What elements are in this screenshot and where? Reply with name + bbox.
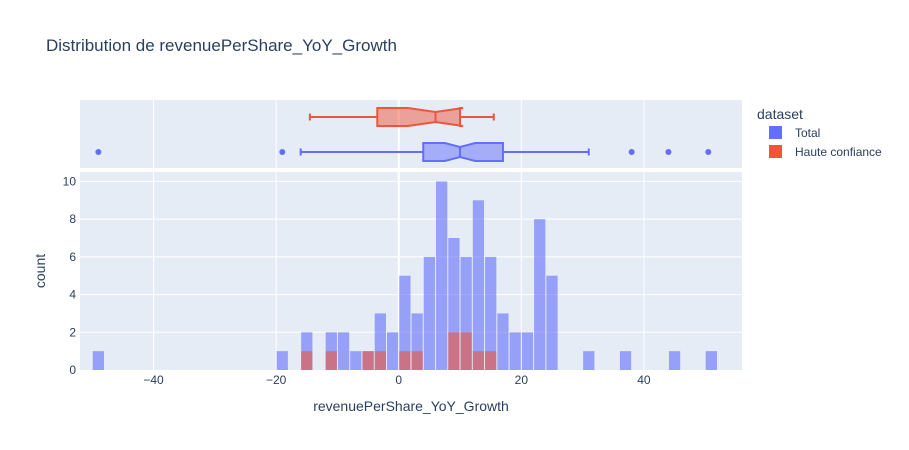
bar-total[interactable] [411,313,423,370]
bar-total[interactable] [386,332,399,370]
bar-total[interactable] [337,332,350,370]
x-tick-label: 0 [395,373,402,387]
histogram-plot-area [80,172,742,370]
bar-haute-confiance[interactable] [472,351,485,370]
bar-total[interactable] [92,351,105,370]
outlier-point-total[interactable] [665,149,672,155]
y-axis-title: count [32,254,48,288]
legend-swatch-total [769,126,782,139]
bar-haute-confiance[interactable] [362,351,374,370]
bar-haute-confiance[interactable] [325,351,337,370]
bar-total[interactable] [460,256,472,370]
bar-haute-confiance[interactable] [448,332,460,370]
legend-swatch-haute-confiance [769,145,782,158]
y-tick-label: 6 [69,250,76,264]
legend-item-haute-confiance[interactable]: Haute confiance [769,145,882,159]
bar-haute-confiance[interactable] [485,351,497,370]
tick-labels: −40 −20 0 20 40 0 2 4 6 8 10 [63,174,651,387]
legend-label-haute-confiance: Haute confiance [795,145,882,159]
box-haute-confiance[interactable] [308,107,495,127]
bar-total[interactable] [399,275,411,370]
bar-total[interactable] [583,351,595,370]
bar-total[interactable] [497,313,509,370]
grid-layer [80,100,742,370]
legend-item-total[interactable]: Total [769,126,820,140]
bar-total[interactable] [668,351,681,370]
bar-haute-confiance[interactable] [460,332,472,370]
y-tick-label: 10 [63,174,77,188]
y-tick-label: 0 [69,363,76,377]
chart-title: Distribution de revenuePerShare_YoY_Grow… [46,36,397,55]
x-axis-title: revenuePerShare_YoY_Growth [313,398,509,414]
bar-total[interactable] [546,275,558,370]
outlier-point-total[interactable] [279,149,286,155]
legend-title: dataset [757,106,803,122]
outlier-point-total[interactable] [628,149,635,155]
x-tick-label: 20 [515,373,529,387]
legend-label-total: Total [795,126,820,140]
y-tick-label: 2 [69,325,76,339]
legend: dataset Total Haute confiance [757,106,882,159]
bar-haute-confiance[interactable] [411,351,423,370]
y-tick-label: 8 [69,212,76,226]
bar-haute-confiance[interactable] [399,351,411,370]
bar-haute-confiance[interactable] [301,351,313,370]
outlier-point-total[interactable] [95,149,102,155]
bar-total[interactable] [436,181,448,370]
x-tick-label: −40 [143,373,164,387]
bar-total[interactable] [472,200,485,370]
bar-total[interactable] [619,351,632,370]
y-tick-label: 4 [69,288,76,302]
bar-total[interactable] [276,351,288,370]
bar-total[interactable] [448,238,460,370]
outlier-point-total[interactable] [705,149,712,155]
histogram-bars [92,181,717,370]
notched-box-haute-confiance [376,107,464,127]
bar-total[interactable] [423,256,436,370]
bar-total[interactable] [521,332,534,370]
x-tick-label: −20 [266,373,287,387]
notched-box-total [422,142,504,162]
x-tick-label: 40 [637,373,651,387]
bar-total[interactable] [350,351,362,370]
box-plots [95,107,712,162]
bar-total[interactable] [485,256,497,370]
box-total[interactable] [95,142,712,162]
bar-total[interactable] [705,351,717,370]
bar-total[interactable] [374,313,386,370]
bar-haute-confiance[interactable] [374,351,386,370]
bar-total[interactable] [509,332,521,370]
bar-total[interactable] [534,219,546,370]
